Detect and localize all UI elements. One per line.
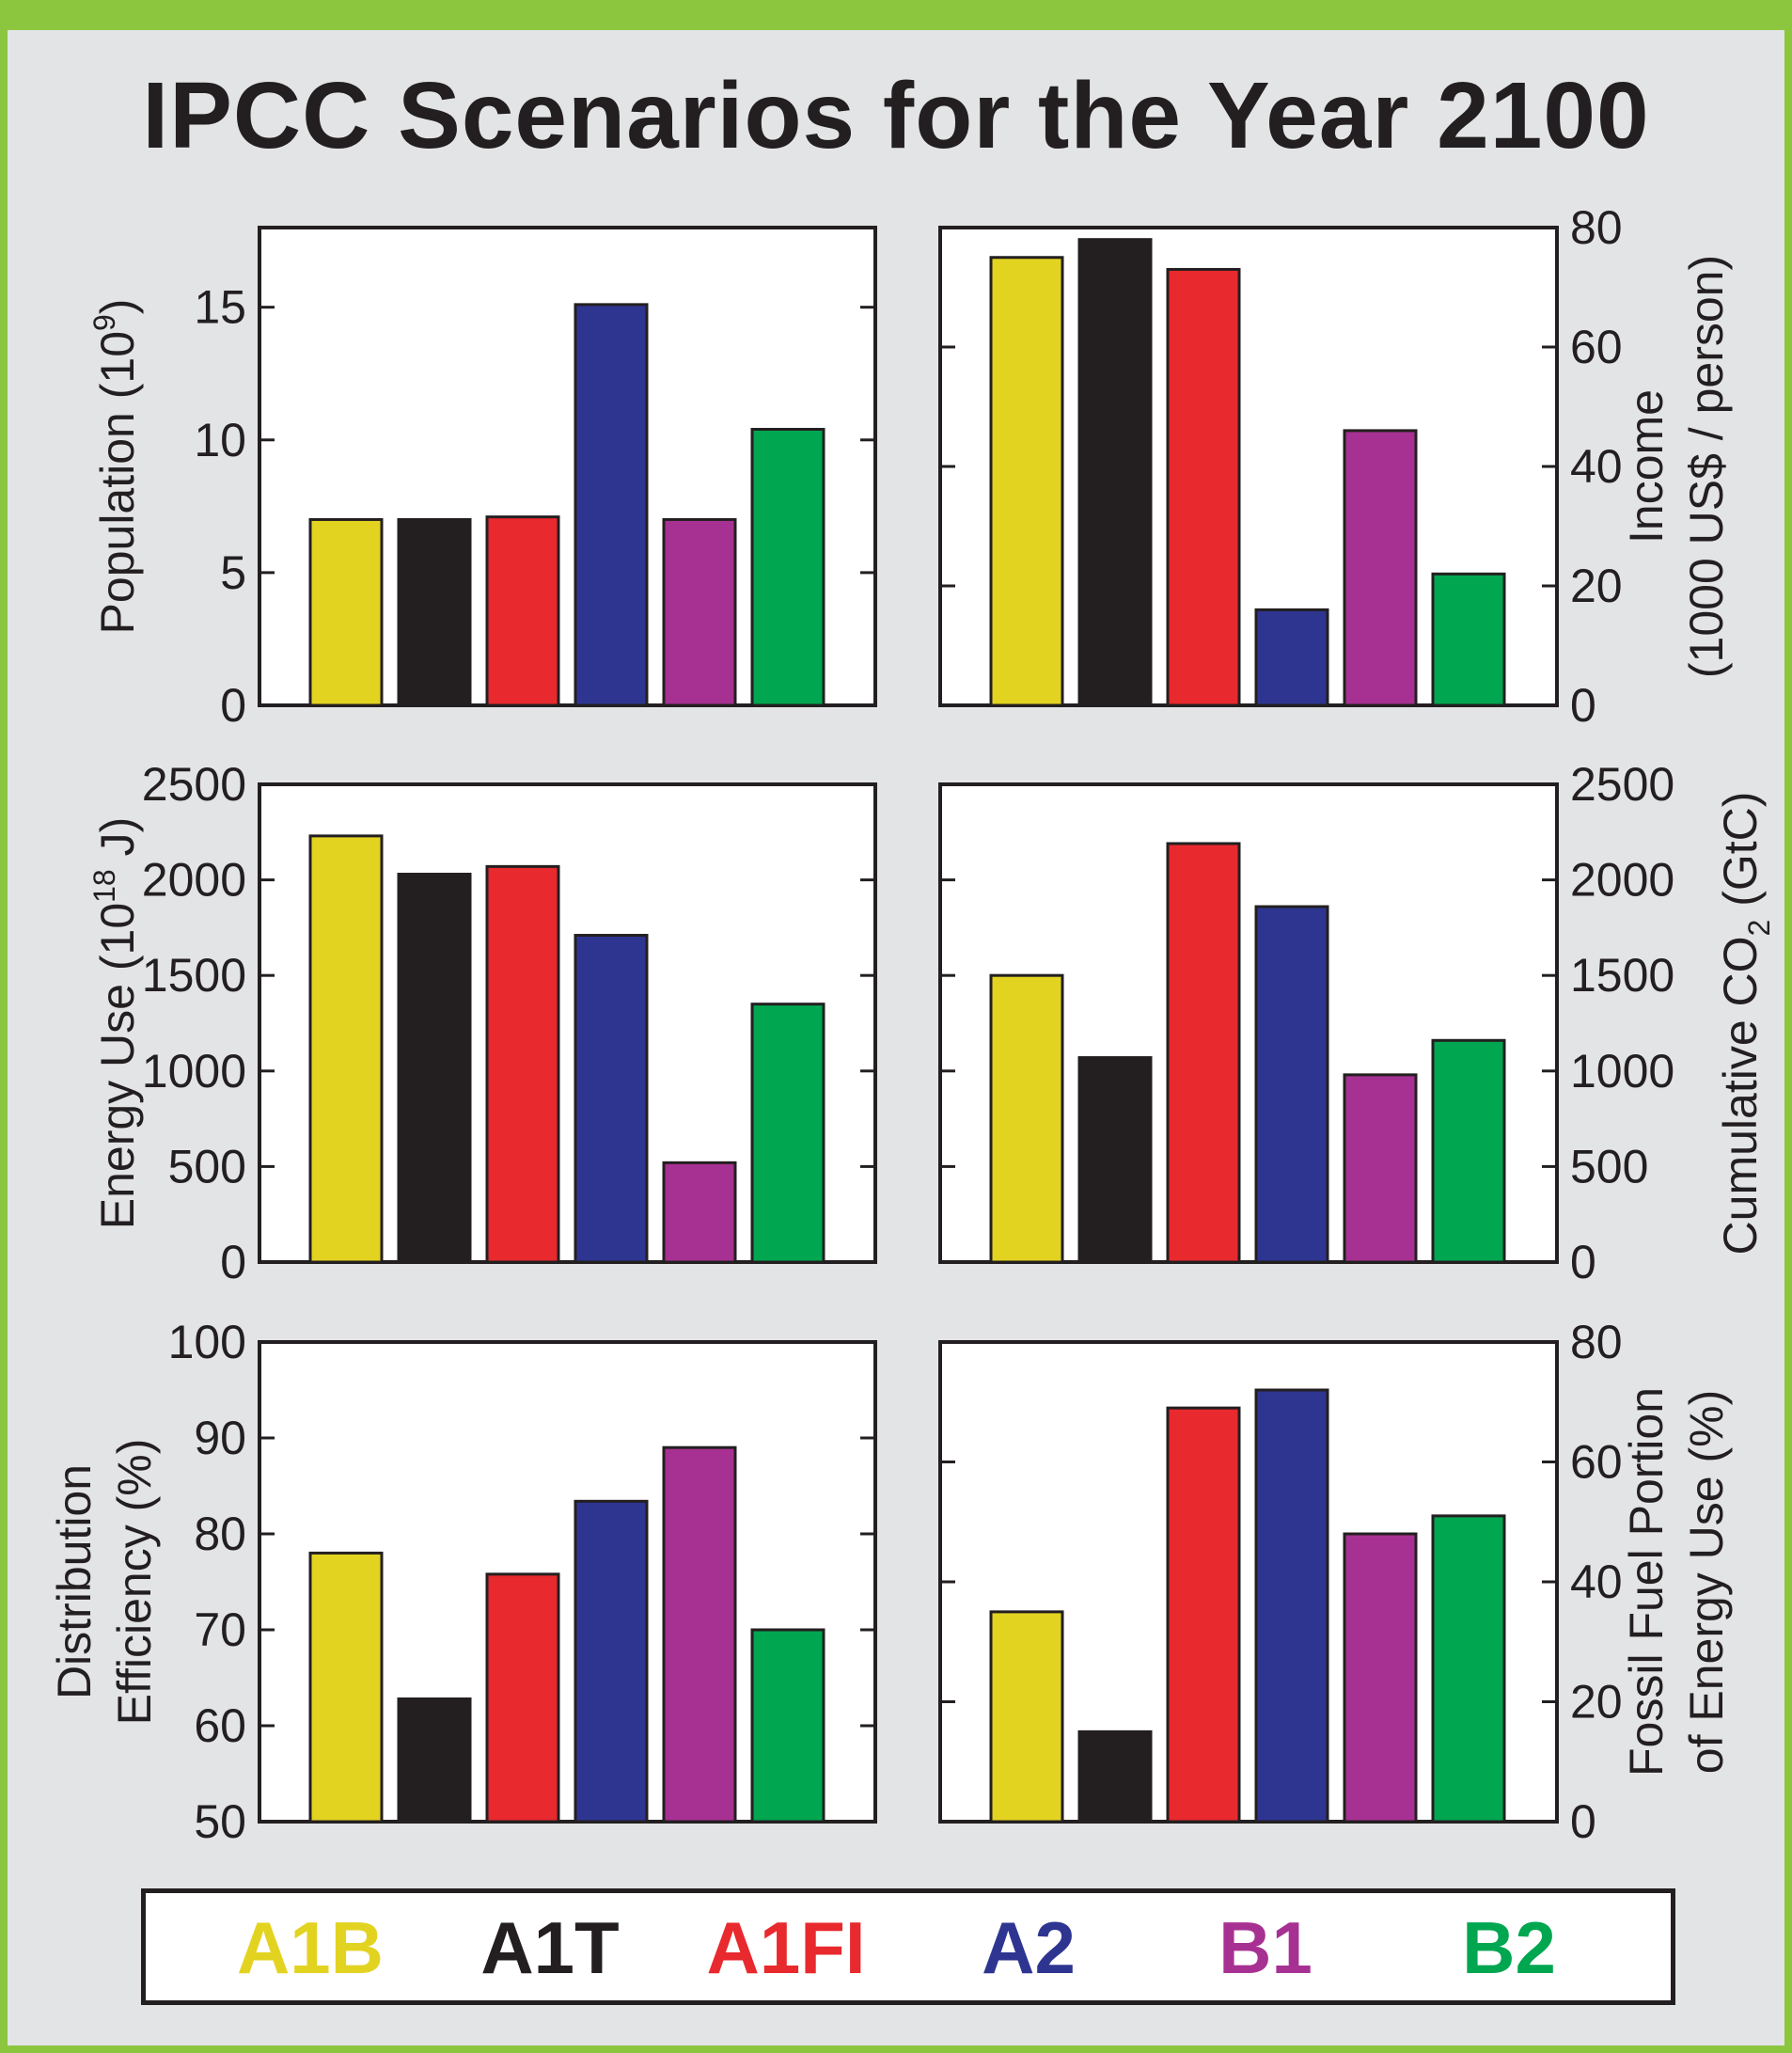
tick-label: 80: [1570, 1316, 1623, 1368]
tick-label: 2500: [1570, 758, 1674, 811]
bar-a1fi: [1166, 1406, 1241, 1824]
bar-b1: [662, 1161, 737, 1264]
tick-label: 5: [220, 546, 246, 599]
tick-label: 60: [1570, 1436, 1623, 1489]
legend-item-a1t: A1T: [480, 1906, 620, 1989]
bar-a1t: [1077, 1729, 1153, 1824]
bar-b2: [750, 427, 825, 707]
y-axis-label: Cumulative CO2 (GtC): [1714, 792, 1776, 1255]
bar-a1b: [308, 517, 384, 707]
bar-b1: [1343, 429, 1418, 707]
legend-item-a2: A2: [982, 1906, 1076, 1989]
tick-label: 0: [220, 679, 246, 732]
tick-label: 1000: [1570, 1045, 1674, 1098]
tick-label: 1500: [1570, 949, 1674, 1002]
legend-item-b1: B1: [1218, 1906, 1313, 1989]
bar-b1: [662, 517, 737, 707]
tick-label: 20: [1570, 1676, 1623, 1729]
tick-label: 60: [1570, 321, 1623, 373]
tick-label: 0: [1570, 1236, 1596, 1288]
bar-a2: [574, 303, 649, 707]
bar-b2: [1431, 1038, 1506, 1264]
tick-label: 0: [1570, 1795, 1596, 1848]
bar-b2: [1431, 1514, 1506, 1824]
bar-a1b: [308, 1551, 384, 1824]
tick-label: 40: [1570, 440, 1623, 493]
bar-a1t: [1077, 1056, 1153, 1264]
bar-a2: [574, 934, 649, 1264]
tick-label: 1500: [142, 949, 246, 1002]
bar-a1fi: [485, 515, 560, 707]
chart-fossil-fuel-portion: 0 20 40 60 80 Fossil Fuel Portion of Energy Us…: [938, 1316, 1733, 1848]
y-axis-label: (1000 US$ / person): [1680, 255, 1733, 678]
legend: [141, 1888, 1675, 2005]
y-axis-label: Fossil Fuel Portion: [1620, 1387, 1673, 1777]
bar-a2: [1254, 905, 1329, 1264]
bar-a1b: [989, 256, 1064, 707]
legend-item-a1fi: A1FI: [706, 1906, 866, 1989]
chart-energy-use: 0 500 1000 1500 2000 2500 Energy Use (1018 J): [87, 758, 877, 1288]
tick-label: 0: [1570, 679, 1596, 732]
tick-label: 1000: [142, 1045, 246, 1098]
tick-label: 100: [168, 1316, 246, 1368]
y-axis-label: Energy Use (1018 J): [87, 817, 144, 1230]
tick-label: 40: [1570, 1556, 1623, 1608]
chart-population: 0 5 10 15 Population (109): [87, 226, 877, 732]
tick-label: 20: [1570, 560, 1623, 612]
bar-b1: [1343, 1073, 1418, 1264]
y-axis-label: Population (109): [87, 299, 144, 635]
bar-a1t: [397, 873, 472, 1264]
y-axis-label: Efficiency (%): [108, 1439, 161, 1726]
bar-a1t: [1077, 238, 1153, 707]
bar-a2: [1254, 608, 1329, 707]
bar-a1b: [989, 1610, 1064, 1824]
chart-distribution-efficiency: 50 60 70 80 90 100 Distribution Efficiency (%): [48, 1316, 877, 1848]
bar-b2: [750, 1628, 825, 1824]
tick-label: 10: [194, 414, 246, 466]
bar-b2: [1431, 572, 1506, 707]
y-axis-label: of Energy Use (%): [1680, 1390, 1733, 1774]
bar-a2: [1254, 1388, 1329, 1824]
tick-label: 80: [194, 1508, 246, 1560]
tick-label: 80: [1570, 201, 1623, 254]
legend-item-a1b: A1B: [236, 1906, 385, 1989]
y-axis-label: Distribution: [48, 1464, 101, 1699]
tick-label: 70: [194, 1603, 246, 1656]
page-title: IPCC Scenarios for the Year 2100: [142, 63, 1650, 168]
bar-a1fi: [485, 864, 560, 1264]
bar-a1fi: [1166, 842, 1241, 1264]
tick-label: 60: [194, 1699, 246, 1752]
tick-label: 15: [194, 281, 246, 334]
legend-item-b2: B2: [1462, 1906, 1556, 1989]
tick-label: 2000: [142, 854, 246, 907]
y-axis-label: Income: [1620, 389, 1673, 544]
tick-label: 0: [220, 1236, 246, 1288]
bar-a1t: [397, 1697, 472, 1824]
tick-label: 500: [168, 1140, 246, 1192]
bar-b2: [750, 1003, 825, 1264]
bar-a1t: [397, 517, 472, 707]
tick-label: 500: [1570, 1140, 1648, 1192]
bar-a1fi: [485, 1572, 560, 1824]
tick-label: 2000: [1570, 854, 1674, 907]
tick-label: 90: [194, 1412, 246, 1464]
bar-a1fi: [1166, 267, 1241, 707]
bar-a1b: [989, 973, 1064, 1264]
bar-b1: [662, 1445, 737, 1824]
bar-b1: [1343, 1532, 1418, 1824]
bar-a1b: [308, 834, 384, 1264]
bar-a2: [574, 1499, 649, 1824]
tick-label: 2500: [142, 758, 246, 811]
chart-income: 0 20 40 60 80 Income (1000 US$ / person): [938, 201, 1733, 732]
chart-cumulative-co2: 0 500 1000 1500 2000 2500 Cumulative CO2 (GtC): [938, 758, 1776, 1288]
tick-label: 50: [194, 1795, 246, 1848]
